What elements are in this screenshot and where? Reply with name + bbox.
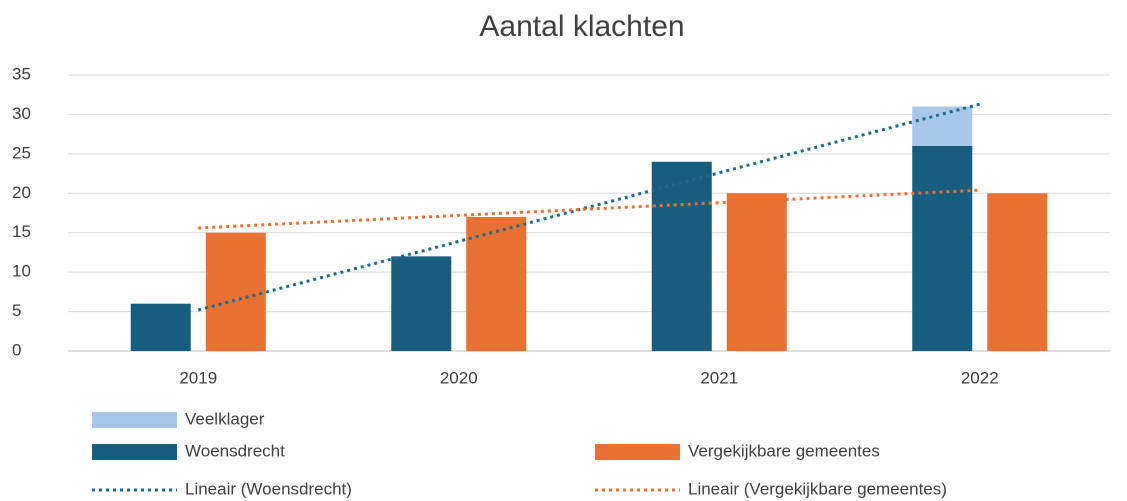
x-tick-label: 2019 <box>179 368 217 387</box>
y-tick-label: 30 <box>12 104 31 123</box>
y-tick-label: 5 <box>12 301 21 320</box>
bar <box>130 303 191 351</box>
legend-label: Woensdrecht <box>185 441 285 460</box>
bar <box>912 106 973 146</box>
legend-label: Lineair (Vergekijkbare gemeentes) <box>688 479 947 498</box>
y-tick-label: 15 <box>12 222 31 241</box>
trend-line <box>198 188 980 230</box>
x-tick-label: 2021 <box>700 368 738 387</box>
legend-swatch <box>92 412 177 428</box>
y-tick-label: 35 <box>12 64 31 83</box>
bar <box>466 216 527 351</box>
legend-swatch <box>92 444 177 460</box>
y-tick-label: 0 <box>12 340 21 359</box>
bar <box>651 161 712 351</box>
bar <box>987 193 1048 351</box>
trend-line <box>197 102 981 312</box>
bar <box>726 193 787 351</box>
bar <box>912 145 973 351</box>
x-tick-label: 2020 <box>440 368 478 387</box>
x-tick-label: 2022 <box>961 368 999 387</box>
bar <box>205 232 266 351</box>
legend-label: Lineair (Woensdrecht) <box>185 479 352 498</box>
legend-swatch <box>595 444 680 460</box>
chart-title: Aantal klachten <box>479 10 684 43</box>
bar <box>391 256 452 351</box>
y-tick-label: 20 <box>12 183 31 202</box>
y-tick-label: 25 <box>12 143 31 162</box>
legend-label: Vergekijkbare gemeentes <box>688 441 880 460</box>
y-tick-label: 10 <box>12 262 31 281</box>
legend-label: Veelklager <box>185 409 265 428</box>
